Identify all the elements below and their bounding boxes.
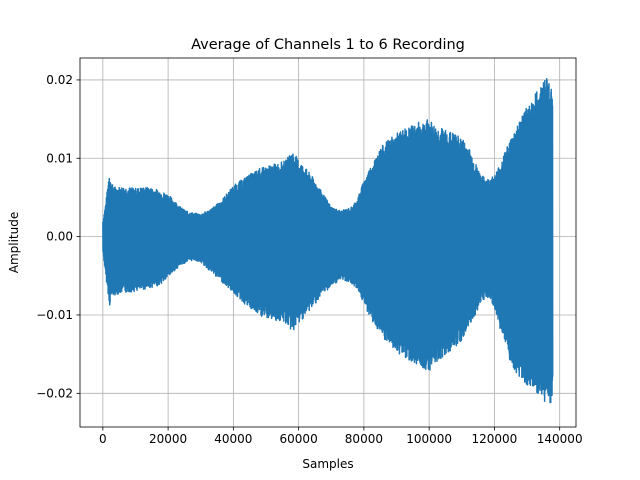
y-axis-label: Amplitude [7, 212, 21, 274]
y-tick-label: −0.01 [36, 308, 73, 322]
y-tick-label: −0.02 [36, 386, 73, 400]
x-axis-label: Samples [302, 457, 353, 471]
x-tick-label: 140000 [537, 432, 583, 446]
x-tick-label: 0 [99, 432, 107, 446]
x-tick-label: 20000 [149, 432, 187, 446]
y-tick-label: 0.02 [46, 73, 73, 87]
axes-frame [79, 57, 577, 428]
y-tick-label: 0.00 [46, 230, 73, 244]
chart-title: Average of Channels 1 to 6 Recording [191, 37, 465, 53]
y-tick-label: 0.01 [46, 151, 73, 165]
x-tick-label: 80000 [345, 432, 383, 446]
x-ticks: 0 20000 40000 60000 80000 100000 120000 140000 [99, 427, 583, 446]
y-ticks: −0.02 −0.01 0.00 0.01 0.02 [36, 73, 80, 400]
series-line [102, 78, 554, 404]
x-tick-label: 120000 [472, 432, 518, 446]
x-tick-label: 60000 [280, 432, 318, 446]
series-layer [102, 78, 554, 404]
x-tick-label: 40000 [214, 432, 252, 446]
x-tick-label: 100000 [406, 432, 452, 446]
